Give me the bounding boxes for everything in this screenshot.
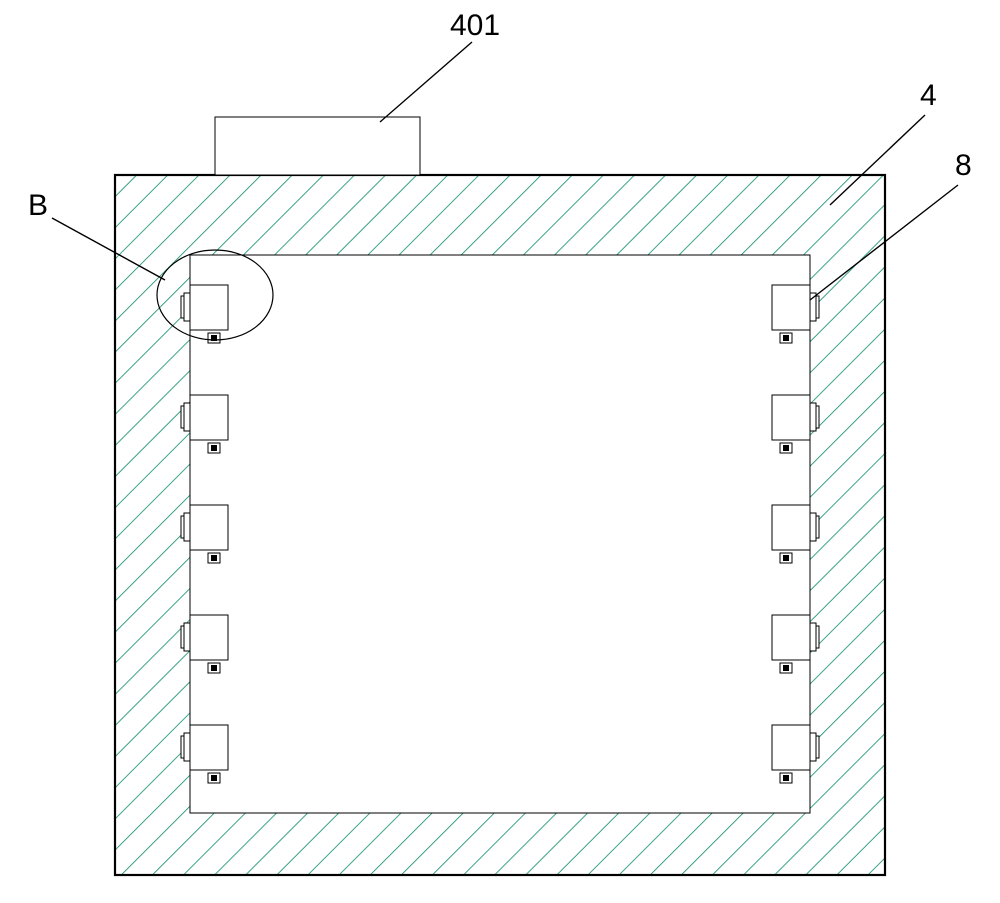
bracket-body	[772, 615, 810, 660]
bracket-tab	[184, 403, 190, 431]
bracket-foot-inner	[783, 555, 789, 561]
bracket-foot-inner	[783, 665, 789, 671]
bracket-foot-inner	[211, 775, 217, 781]
bracket-foot-inner	[211, 665, 217, 671]
bracket-body	[190, 505, 228, 550]
bracket-tab	[810, 513, 816, 541]
bracket-tab-outer	[181, 736, 184, 758]
label-4: 4	[920, 79, 937, 112]
bracket-tab-outer	[181, 406, 184, 428]
bracket-tab	[810, 623, 816, 651]
bracket-body	[190, 615, 228, 660]
bracket-foot-inner	[211, 445, 217, 451]
bracket-tab-outer	[816, 626, 819, 648]
bracket-tab	[184, 293, 190, 321]
bracket-foot-inner	[783, 335, 789, 341]
bracket-foot-inner	[783, 775, 789, 781]
bracket-foot-inner	[211, 555, 217, 561]
technical-figure: 401 4 8 B	[0, 0, 1000, 903]
bracket-tab-outer	[181, 516, 184, 538]
bracket-tab	[810, 733, 816, 761]
bracket-tab-outer	[181, 626, 184, 648]
inner-cavity	[190, 255, 810, 813]
bracket-body	[772, 285, 810, 330]
bracket-tab-outer	[816, 406, 819, 428]
bracket-tab-outer	[816, 296, 819, 318]
bracket-body	[772, 725, 810, 770]
bracket-foot-inner	[783, 445, 789, 451]
bracket-body	[190, 285, 228, 330]
bracket-body	[190, 725, 228, 770]
leader-401	[380, 42, 472, 122]
bracket-body	[772, 395, 810, 440]
bracket-tab	[184, 733, 190, 761]
label-401: 401	[450, 9, 500, 42]
top-block	[215, 117, 420, 175]
bracket-tab	[184, 513, 190, 541]
bracket-tab-outer	[181, 296, 184, 318]
bracket-body	[772, 505, 810, 550]
bracket-body	[190, 395, 228, 440]
bracket-tab-outer	[816, 736, 819, 758]
bracket-tab-outer	[816, 516, 819, 538]
label-8: 8	[955, 149, 972, 182]
bracket-tab	[184, 623, 190, 651]
label-B: B	[28, 189, 48, 222]
bracket-tab	[810, 403, 816, 431]
